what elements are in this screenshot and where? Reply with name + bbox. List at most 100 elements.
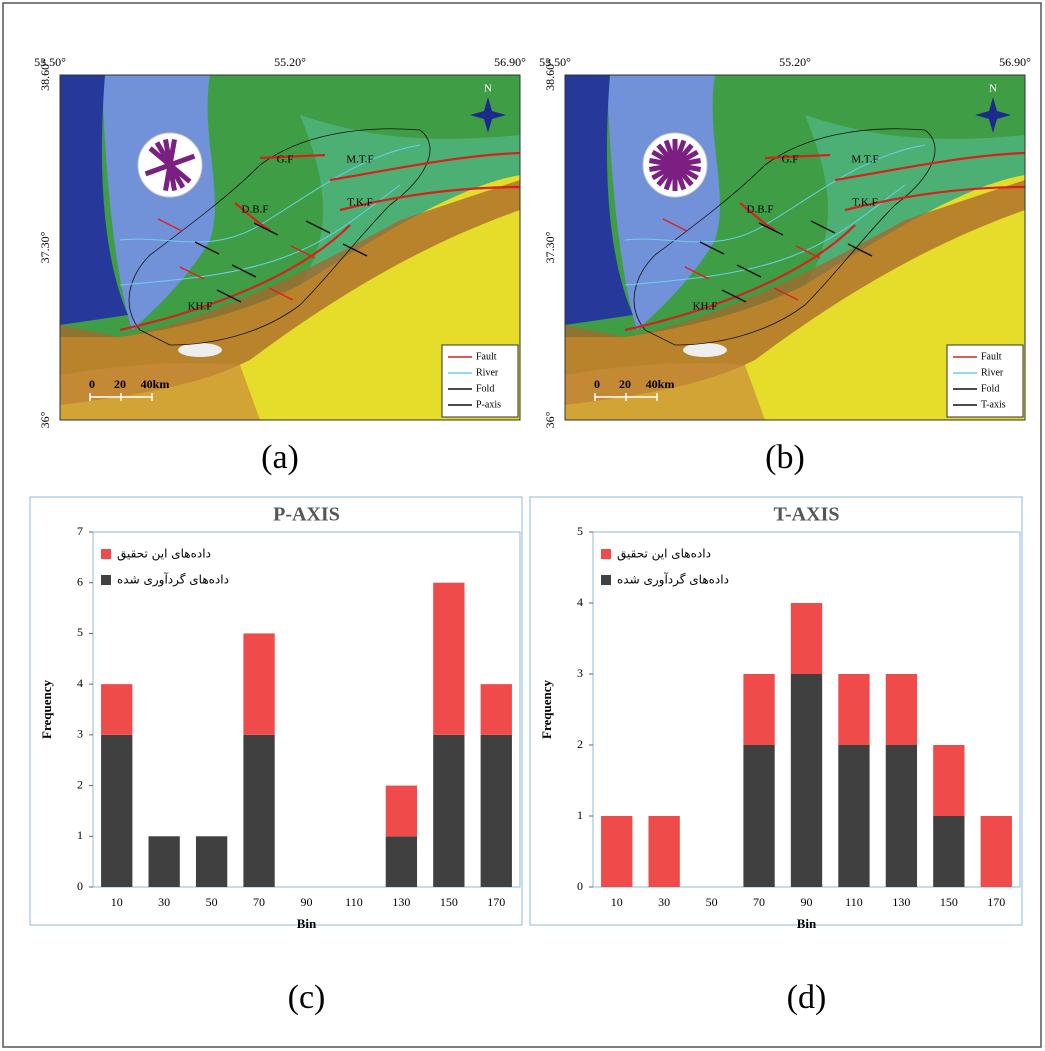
- panel-label: (d): [787, 979, 827, 1016]
- legend-swatch: [601, 549, 611, 559]
- figure: G.FM.T.FD.B.FT.K.FKH.FN02040kmFaultRiver…: [0, 0, 1045, 1051]
- lat-label: 36°: [543, 411, 557, 428]
- x-tick-label: 50: [706, 895, 718, 909]
- bar-segment: [101, 735, 132, 887]
- y-tick-label: 3: [577, 666, 583, 680]
- bar-segment: [481, 735, 512, 887]
- north-label: N: [484, 83, 492, 95]
- lat-label: 37.30°: [543, 231, 557, 263]
- bar-segment: [886, 674, 917, 745]
- bar-segment: [243, 633, 274, 734]
- legend-label: داده‌های گردآوری شده: [617, 572, 729, 588]
- x-tick-label: 90: [801, 895, 813, 909]
- legend-label: Fold: [476, 383, 494, 394]
- legend-label: داده‌های این تحقیق: [117, 547, 211, 562]
- legend-label: T-axis: [981, 399, 1006, 410]
- bar-segment: [791, 603, 822, 674]
- chart-title: T-AXIS: [774, 504, 840, 526]
- legend-label: Fault: [476, 351, 497, 362]
- fault-label: T.K.F: [347, 197, 372, 209]
- lon-label: 56.90°: [494, 55, 526, 69]
- bar-segment: [981, 816, 1012, 887]
- y-tick-label: 7: [77, 524, 83, 538]
- y-tick-label: 5: [77, 625, 83, 639]
- legend-swatch: [601, 575, 611, 585]
- bar-segment: [649, 816, 680, 887]
- bar-segment: [743, 674, 774, 745]
- x-tick-label: 70: [753, 895, 765, 909]
- bar-segment: [243, 735, 274, 887]
- bar-segment: [386, 786, 417, 837]
- legend-label: داده‌های گردآوری شده: [117, 572, 229, 588]
- x-tick-label: 70: [253, 895, 265, 909]
- lat-label: 37.30°: [38, 231, 52, 263]
- bar-segment: [433, 583, 464, 735]
- fault-label: G.F: [277, 154, 294, 166]
- y-tick-label: 4: [577, 595, 583, 609]
- lat-label: 36°: [38, 411, 52, 428]
- x-tick-label: 90: [301, 895, 313, 909]
- fault-label: KH.F: [188, 301, 213, 313]
- legend-label: Fault: [981, 351, 1002, 362]
- bar-segment: [933, 745, 964, 816]
- x-tick-label: 150: [440, 895, 458, 909]
- lat-label: 38.60°: [38, 59, 52, 91]
- bar-segment: [386, 836, 417, 887]
- x-tick-label: 130: [892, 895, 910, 909]
- fault-label: KH.F: [693, 301, 718, 313]
- y-axis-label: Frequency: [539, 680, 554, 739]
- fault-label: T.K.F: [852, 197, 877, 209]
- x-tick-label: 50: [206, 895, 218, 909]
- x-axis-label: Bin: [797, 916, 817, 931]
- y-tick-label: 6: [77, 574, 83, 588]
- fault-label: M.T.F: [851, 154, 878, 166]
- x-tick-label: 30: [158, 895, 170, 909]
- x-tick-label: 110: [345, 895, 363, 909]
- panel-label: (b): [765, 439, 805, 476]
- panel-label: (a): [261, 439, 299, 476]
- snow-peak: [178, 343, 222, 357]
- bar-segment: [838, 674, 869, 745]
- bar-segment: [601, 816, 632, 887]
- x-tick-label: 30: [658, 895, 670, 909]
- legend-swatch: [101, 575, 111, 585]
- fault-label: G.F: [782, 154, 799, 166]
- y-tick-label: 0: [577, 879, 583, 893]
- fault-label: M.T.F: [346, 154, 373, 166]
- scale-label: 40km: [141, 377, 170, 391]
- north-label: N: [989, 83, 997, 95]
- x-tick-label: 150: [940, 895, 958, 909]
- lon-label: 56.90°: [999, 55, 1031, 69]
- scale-label: 40km: [646, 377, 675, 391]
- bar-segment: [196, 836, 227, 887]
- legend-label: داده‌های این تحقیق: [617, 547, 711, 562]
- bar-segment: [101, 684, 132, 735]
- fault-label: D.B.F: [747, 204, 774, 216]
- legend-label: River: [476, 367, 499, 378]
- y-tick-label: 1: [77, 828, 83, 842]
- highlands: [565, 363, 765, 420]
- scale-label: 20: [619, 377, 631, 391]
- lat-label: 38.60°: [543, 59, 557, 91]
- bar-segment: [149, 836, 180, 887]
- x-tick-label: 10: [611, 895, 623, 909]
- y-tick-label: 4: [77, 676, 83, 690]
- lon-label: 55.20°: [274, 55, 306, 69]
- bar-segment: [791, 674, 822, 887]
- y-tick-label: 2: [577, 737, 583, 751]
- x-tick-label: 110: [845, 895, 863, 909]
- scale-label: 20: [114, 377, 126, 391]
- legend-label: Fold: [981, 383, 999, 394]
- legend-label: P-axis: [476, 399, 501, 410]
- scale-label: 0: [594, 377, 600, 391]
- highlands: [60, 363, 260, 420]
- legend-swatch: [101, 549, 111, 559]
- x-tick-label: 170: [987, 895, 1005, 909]
- panel-label: (c): [288, 979, 326, 1016]
- bar-segment: [743, 745, 774, 887]
- y-tick-label: 3: [77, 727, 83, 741]
- y-tick-label: 0: [77, 879, 83, 893]
- x-tick-label: 130: [392, 895, 410, 909]
